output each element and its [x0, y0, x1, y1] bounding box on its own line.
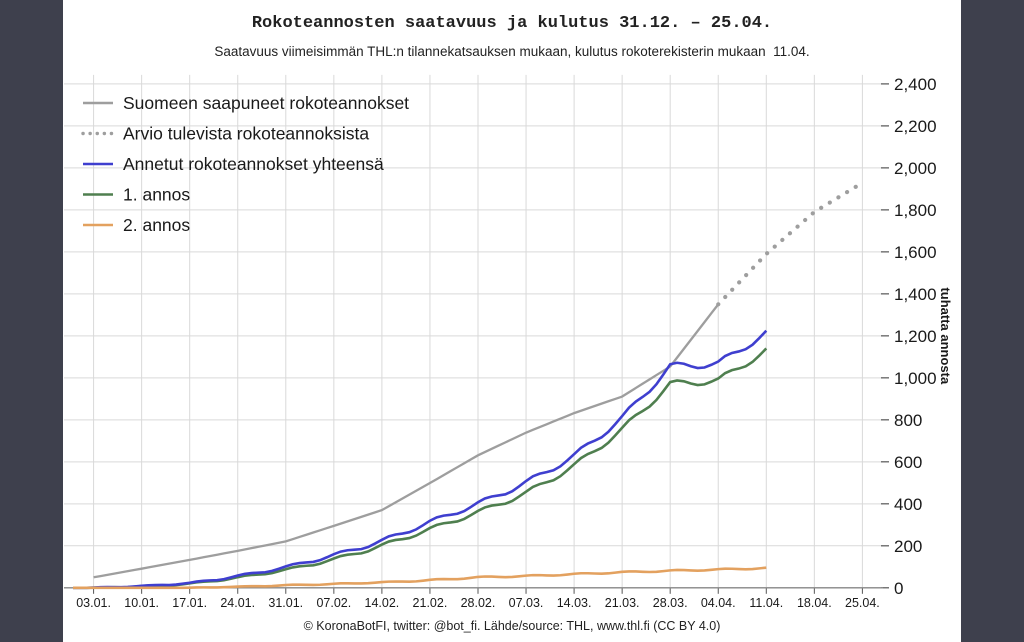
svg-text:24.01.: 24.01.	[220, 596, 255, 610]
svg-text:1,200: 1,200	[894, 327, 937, 346]
svg-text:600: 600	[894, 453, 922, 472]
svg-text:04.04.: 04.04.	[701, 596, 736, 610]
svg-text:800: 800	[894, 411, 922, 430]
svg-text:0: 0	[894, 579, 903, 598]
svg-text:28.02.: 28.02.	[461, 596, 496, 610]
svg-text:03.01.: 03.01.	[76, 596, 111, 610]
svg-text:2. annos: 2. annos	[123, 215, 190, 235]
svg-text:28.03.: 28.03.	[653, 596, 688, 610]
svg-text:2,200: 2,200	[894, 117, 937, 136]
svg-text:tuhatta annosta: tuhatta annosta	[938, 287, 953, 385]
svg-text:21.03.: 21.03.	[605, 596, 640, 610]
svg-text:2,000: 2,000	[894, 159, 937, 178]
svg-text:11.04.: 11.04.	[749, 596, 783, 610]
svg-text:10.01.: 10.01.	[124, 596, 159, 610]
svg-text:07.03.: 07.03.	[509, 596, 544, 610]
svg-text:Suomeen saapuneet rokoteannoks: Suomeen saapuneet rokoteannokset	[123, 93, 409, 113]
svg-text:Annetut rokoteannokset yhteens: Annetut rokoteannokset yhteensä	[123, 154, 384, 174]
svg-text:400: 400	[894, 495, 922, 514]
svg-text:25.04.: 25.04.	[845, 596, 880, 610]
svg-text:07.02.: 07.02.	[316, 596, 351, 610]
svg-text:14.03.: 14.03.	[557, 596, 592, 610]
svg-text:200: 200	[894, 537, 922, 556]
svg-text:18.04.: 18.04.	[797, 596, 832, 610]
svg-text:14.02.: 14.02.	[365, 596, 400, 610]
svg-text:1,000: 1,000	[894, 369, 937, 388]
svg-text:31.01.: 31.01.	[268, 596, 303, 610]
svg-text:1,800: 1,800	[894, 201, 937, 220]
svg-text:1,600: 1,600	[894, 243, 937, 262]
svg-text:21.02.: 21.02.	[413, 596, 448, 610]
svg-text:1. annos: 1. annos	[123, 185, 190, 205]
svg-text:17.01.: 17.01.	[172, 596, 207, 610]
svg-text:1,400: 1,400	[894, 285, 937, 304]
svg-text:2,400: 2,400	[894, 75, 937, 94]
svg-text:Arvio tulevista rokoteannoksis: Arvio tulevista rokoteannoksista	[123, 124, 369, 144]
